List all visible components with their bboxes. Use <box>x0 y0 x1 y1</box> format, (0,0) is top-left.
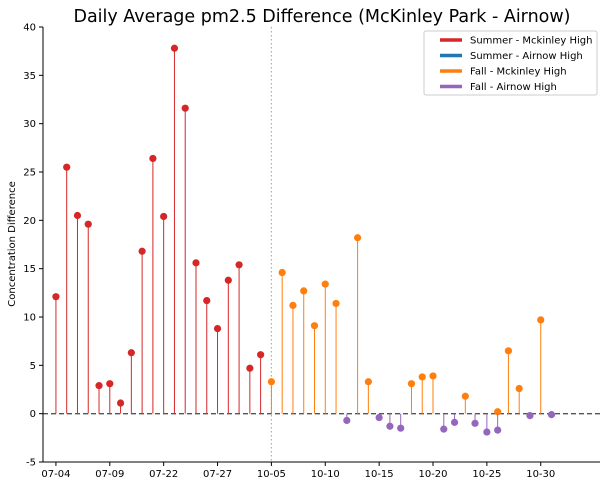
stem-marker-s0-6 <box>116 399 125 407</box>
stem-marker-s0-0 <box>52 293 60 301</box>
legend-box <box>423 30 598 96</box>
stem-marker-s3-9 <box>526 412 534 420</box>
x-tick-label-7: 10-20 <box>418 469 447 480</box>
legend: Summer - Mckinley High Summer - Airnow Hi… <box>423 30 598 96</box>
stem-marker-s3-8 <box>494 426 502 434</box>
stem-marker-s2-3 <box>300 287 308 295</box>
legend-label-2: Fall - Mckinley High <box>470 67 567 78</box>
legend-label-3: Fall - Airnow High <box>470 82 557 93</box>
stem-marker-s2-13 <box>494 408 502 416</box>
stem-marker-s0-3 <box>84 220 92 228</box>
stem-marker-s3-4 <box>440 425 448 433</box>
stem-marker-s2-7 <box>353 234 362 242</box>
stem-marker-s0-5 <box>106 380 114 388</box>
stem-marker-s0-12 <box>181 104 189 112</box>
stem-marker-s2-0 <box>267 378 276 386</box>
stem-marker-s3-1 <box>375 413 383 422</box>
stem-marker-s2-4 <box>310 322 319 330</box>
y-tick-label-4: 15 <box>23 264 36 275</box>
y-tick-label-9: 40 <box>23 23 36 34</box>
y-axis-label: Concentration Difference <box>7 181 18 306</box>
y-tick-label-5: 20 <box>23 216 36 227</box>
stem-marker-s0-14 <box>203 296 211 305</box>
stem-marker-s0-17 <box>235 261 243 269</box>
stem-marker-s0-2 <box>73 211 82 220</box>
stem-marker-s2-5 <box>321 280 329 288</box>
x-tick-label-8: 10-25 <box>472 469 501 480</box>
stem-marker-s3-10 <box>547 411 556 419</box>
stem-marker-s0-4 <box>95 382 103 390</box>
stem-marker-s3-7 <box>483 428 491 436</box>
y-tick-label-1: 0 <box>30 409 36 420</box>
stem-marker-s0-9 <box>149 154 157 163</box>
stem-marker-s2-6 <box>332 299 340 308</box>
stem-marker-s2-11 <box>429 372 437 380</box>
stem-marker-s0-8 <box>138 247 146 255</box>
stem-marks <box>52 44 556 436</box>
reference-lines <box>43 27 600 462</box>
stem-marker-s0-16 <box>224 276 232 284</box>
stem-marker-s2-12 <box>461 392 469 400</box>
x-tick-label-3: 07-27 <box>203 469 232 480</box>
stem-marker-s0-19 <box>257 351 265 359</box>
x-tick-label-4: 10-05 <box>257 469 286 480</box>
stem-marker-s0-18 <box>246 364 254 372</box>
stem-marker-s2-2 <box>289 301 297 309</box>
x-tick-label-6: 10-15 <box>365 469 394 480</box>
stem-marker-s2-16 <box>537 316 545 324</box>
stem-marker-s0-1 <box>63 163 71 171</box>
chart-title: Daily Average pm2.5 Difference (McKinley… <box>73 7 570 27</box>
stem-marker-s0-11 <box>170 44 179 52</box>
x-tick-label-9: 10-30 <box>526 469 555 480</box>
stem-marker-s3-3 <box>397 424 405 432</box>
stem-marker-s2-8 <box>364 378 372 386</box>
x-tick-label-5: 10-10 <box>311 469 340 480</box>
y-tick-label-8: 35 <box>23 71 36 82</box>
stem-marker-s0-15 <box>213 325 222 333</box>
stem-marker-s2-1 <box>278 268 286 277</box>
y-tick-label-3: 10 <box>23 313 36 324</box>
y-tick-label-7: 30 <box>23 119 36 130</box>
stem-marker-s3-5 <box>450 418 459 426</box>
x-tick-label-0: 07-04 <box>41 469 70 480</box>
stem-marker-s2-10 <box>418 373 426 381</box>
stem-marker-s0-7 <box>127 349 135 357</box>
y-tick-label-2: 5 <box>30 361 36 372</box>
stem-marker-s0-10 <box>160 212 168 221</box>
x-tick-label-1: 07-09 <box>95 469 124 480</box>
x-tick-label-2: 07-22 <box>149 469 178 480</box>
legend-label-0: Summer - Mckinley High <box>470 36 592 47</box>
stem-marker-s0-13 <box>192 259 200 267</box>
y-tick-label-6: 25 <box>23 168 36 179</box>
stem-marker-s3-6 <box>471 419 479 427</box>
stem-marker-s2-9 <box>407 380 416 388</box>
stem-marker-s3-0 <box>343 416 351 425</box>
legend-label-1: Summer - Airnow High <box>470 51 583 62</box>
stem-marker-s3-2 <box>386 422 394 430</box>
axes: -5 0 5 10 15 20 25 30 35 40 07-04 07-09 07-22 07-27 10… <box>23 23 600 480</box>
stem-marker-s2-15 <box>515 384 523 393</box>
stem-marker-s2-14 <box>504 347 513 355</box>
y-tick-label-0: -5 <box>26 458 36 469</box>
